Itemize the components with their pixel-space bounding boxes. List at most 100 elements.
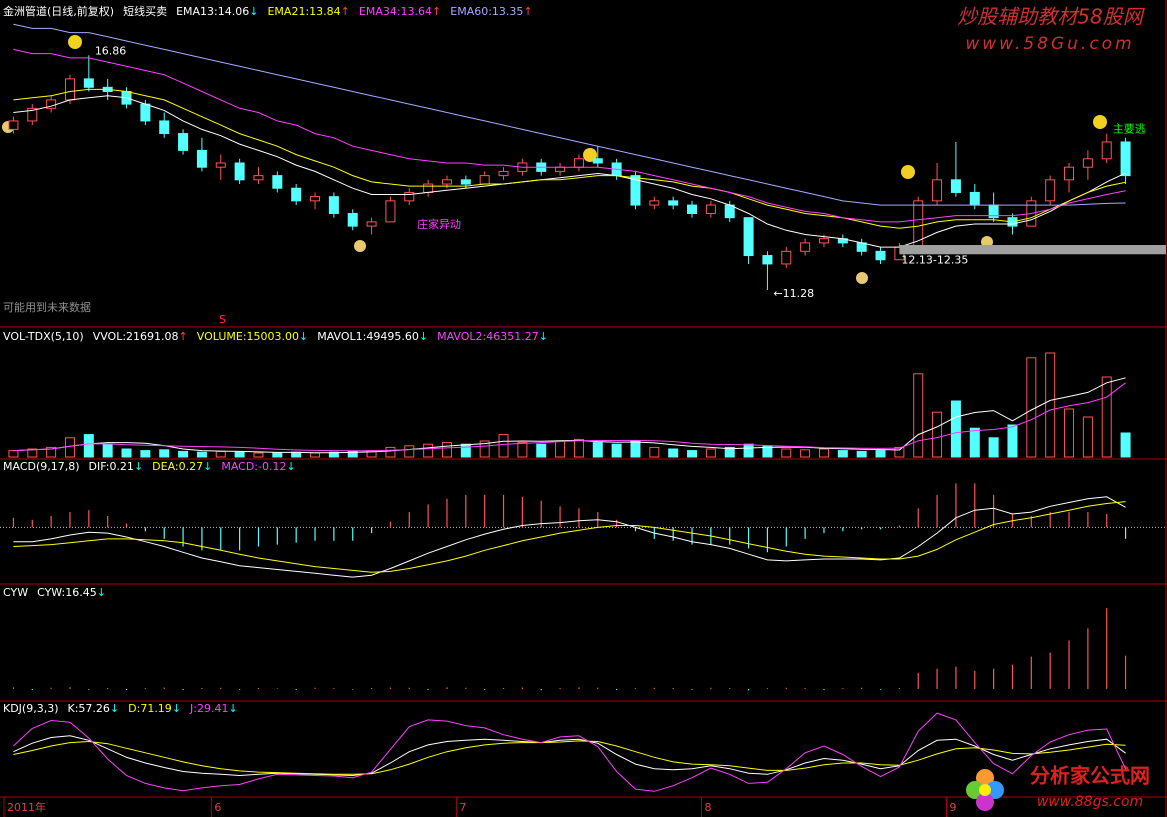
candle-body — [441, 179, 452, 185]
candle-body — [1064, 166, 1075, 181]
volume-bar — [328, 451, 339, 458]
volume-bar — [215, 450, 226, 458]
indicator-line — [13, 501, 1126, 573]
candle-body — [178, 133, 189, 151]
money-icon — [981, 236, 993, 248]
candle-body — [46, 99, 57, 109]
volume-bar — [913, 373, 924, 458]
volume-bar — [988, 437, 999, 458]
candle-body — [743, 217, 754, 257]
candle-body — [64, 78, 75, 101]
candle-body — [781, 250, 792, 265]
indicator-line — [13, 48, 1126, 223]
smiley-icon — [901, 165, 915, 179]
candle-body — [969, 191, 980, 206]
volume-bar — [140, 450, 151, 458]
volume-bar — [1064, 408, 1075, 458]
volume-bar — [272, 452, 283, 458]
volume-bar — [894, 446, 905, 458]
legend-entry: VVOL:21691.08↑ — [93, 330, 188, 343]
volume-bar — [837, 450, 848, 458]
legend-entry: CYW — [3, 586, 28, 599]
volume-bar — [781, 448, 792, 458]
x-tick-label: 7 — [459, 801, 466, 814]
annotation: 主要逃 — [1113, 123, 1146, 136]
candle-body — [347, 212, 358, 227]
volume-bar — [611, 443, 622, 458]
volume-bar — [969, 427, 980, 458]
candle-body — [272, 175, 283, 189]
volume-bar — [121, 448, 132, 458]
smiley-icon — [1093, 115, 1107, 129]
candle-body — [291, 187, 302, 202]
volume-bar — [649, 446, 660, 458]
volume-bar — [668, 448, 679, 458]
money-icon — [354, 240, 366, 252]
money-icon — [856, 272, 868, 284]
indicator-line — [13, 95, 1126, 248]
volume-bar — [573, 438, 584, 458]
logo: 分析家公式网 www.88gs.com — [966, 764, 1150, 811]
candle-body — [196, 149, 207, 168]
volume-bar — [536, 443, 547, 458]
volume-bar — [743, 443, 754, 458]
legend-entry: DEA:0.27↓ — [152, 460, 212, 473]
candle-body — [932, 179, 943, 202]
candle-body — [253, 175, 264, 181]
indicator-line — [13, 496, 1126, 578]
candle-body — [1045, 179, 1056, 202]
smiley-icon — [68, 35, 82, 49]
signal: S — [219, 313, 226, 326]
candle-body — [913, 200, 924, 248]
volume-bar — [1101, 376, 1112, 458]
candle-body — [27, 107, 38, 122]
volume-bar — [27, 448, 38, 458]
candle-body — [1082, 158, 1093, 168]
volume-bar — [800, 449, 811, 458]
legend-entry: KDJ(9,3,3) — [3, 702, 59, 715]
candle-body — [83, 78, 94, 88]
candle-body — [328, 196, 339, 214]
legend-entry: 短线买卖 — [123, 4, 167, 18]
legend-entry: EMA21:13.84↑ — [267, 5, 349, 18]
volume-bar — [423, 443, 434, 458]
candle-body — [404, 191, 415, 202]
indicator-line — [13, 23, 1126, 206]
volume-bar — [83, 434, 94, 458]
volume-bar — [818, 448, 829, 458]
candle-body — [385, 200, 396, 223]
annotation: 16.86 — [95, 44, 127, 57]
volume-bar — [687, 450, 698, 458]
indicator-line — [13, 712, 1127, 792]
candle-body — [950, 179, 961, 193]
volume-bar — [856, 450, 867, 458]
volume-bar — [178, 450, 189, 458]
legend-entry: J:29.41↓ — [189, 702, 238, 715]
volume-bar — [253, 452, 264, 458]
volume-bar — [932, 411, 943, 458]
logo-center — [979, 784, 991, 796]
logo-petal — [976, 793, 994, 811]
volume-bar — [385, 446, 396, 458]
volume-bar — [1007, 424, 1018, 458]
volume-bar — [555, 440, 566, 458]
legend-entry: EMA34:13.64↑ — [359, 5, 441, 18]
x-tick-label: 8 — [704, 801, 711, 814]
logo-petal — [966, 781, 984, 799]
candle-body — [1101, 141, 1112, 160]
candle-body — [687, 204, 698, 214]
volume-bar — [1026, 357, 1037, 458]
candle-body — [875, 250, 886, 261]
indicator-line — [13, 382, 1126, 452]
legend-entry: VOLUME:15003.00↓ — [197, 330, 308, 343]
volume-bar — [1082, 416, 1093, 458]
annotation: ←11.28 — [773, 287, 814, 300]
volume-bar — [460, 443, 471, 458]
candle-body — [705, 204, 716, 214]
indicator-line — [13, 377, 1126, 454]
legend-entry: CYW:16.45↓ — [37, 586, 106, 599]
volume-bar — [196, 451, 207, 458]
volume-bar — [64, 437, 75, 458]
